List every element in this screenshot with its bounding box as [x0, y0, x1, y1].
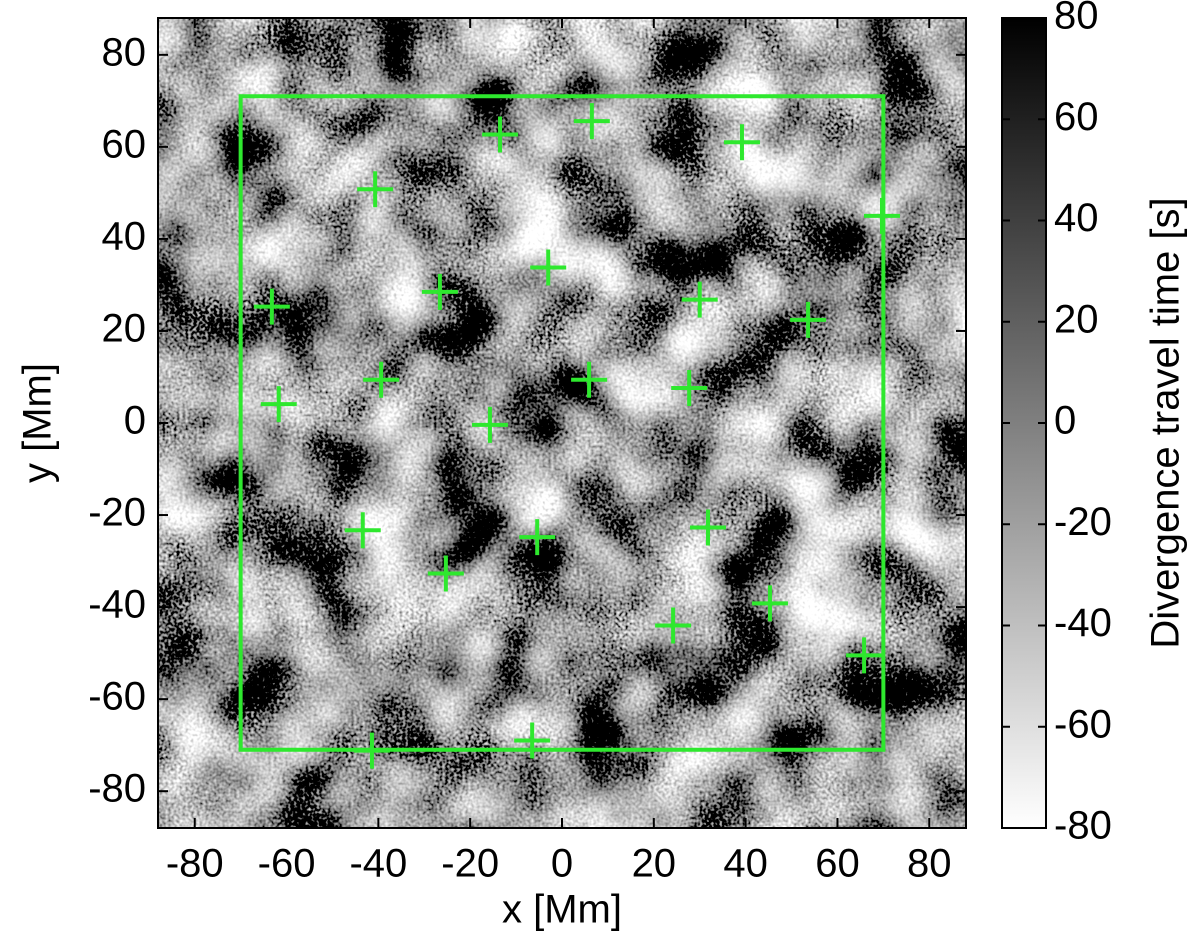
x-tick-label: 60 [815, 842, 860, 886]
colorbar-tick-label: 0 [1054, 399, 1076, 443]
y-tick-label: -80 [88, 767, 146, 811]
x-tick-label: -20 [441, 842, 499, 886]
colorbar-tick-label: 60 [1054, 95, 1099, 139]
cross-marker [655, 607, 692, 644]
cross-marker [344, 512, 381, 549]
colorbar-tick-label: 80 [1054, 0, 1099, 38]
x-tick-label: -80 [166, 842, 224, 886]
cross-marker [421, 273, 458, 310]
cross-marker [260, 386, 297, 423]
cross-marker [571, 361, 608, 398]
cross-marker [482, 116, 519, 153]
region-box [238, 94, 886, 752]
colorbar-tick-label: 20 [1054, 297, 1099, 341]
heatmap [158, 18, 966, 828]
colorbar-tick-label: -40 [1054, 601, 1112, 645]
cross-marker [751, 585, 788, 622]
y-tick-label: -60 [88, 675, 146, 719]
cross-marker [363, 361, 400, 398]
colorbar-tick-label: -60 [1054, 702, 1112, 746]
colorbar-tick-label: -20 [1054, 500, 1112, 544]
x-tick-label: 40 [723, 842, 768, 886]
cross-marker [723, 124, 760, 161]
x-tick-label: -60 [258, 842, 316, 886]
cross-marker [790, 301, 827, 338]
cross-marker [846, 637, 883, 674]
x-tick-label: -40 [349, 842, 407, 886]
y-tick-label: -20 [88, 491, 146, 535]
cross-marker [863, 197, 900, 234]
cross-marker [357, 171, 394, 208]
cross-marker [689, 509, 726, 546]
y-tick-label: 0 [124, 399, 146, 443]
cross-marker [671, 370, 708, 407]
plot-layer [238, 94, 900, 769]
cross-marker [681, 281, 718, 318]
cross-marker [530, 249, 567, 286]
colorbar-tick-label: -80 [1054, 804, 1112, 848]
cross-marker [514, 722, 551, 759]
cross-marker [519, 519, 556, 556]
x-tick-label: 0 [551, 842, 573, 886]
y-tick-label: 40 [102, 214, 147, 258]
x-axis-label: x [Mm] [502, 888, 622, 932]
colorbar-tick-label: 40 [1054, 196, 1099, 240]
cross-marker [427, 555, 464, 592]
colorbar-label: Divergence travel time [s] [1144, 197, 1188, 648]
y-tick-label: 20 [102, 307, 147, 351]
y-tick-label: 60 [102, 122, 147, 166]
x-tick-label: 80 [907, 842, 952, 886]
cross-marker [353, 732, 390, 769]
y-tick-label: -40 [88, 583, 146, 627]
cross-marker [471, 406, 508, 443]
x-tick-label: 20 [632, 842, 677, 886]
y-tick-label: 80 [102, 30, 147, 74]
cross-marker [253, 288, 290, 325]
y-axis-label: y [Mm] [16, 363, 60, 483]
cross-marker [573, 103, 610, 140]
